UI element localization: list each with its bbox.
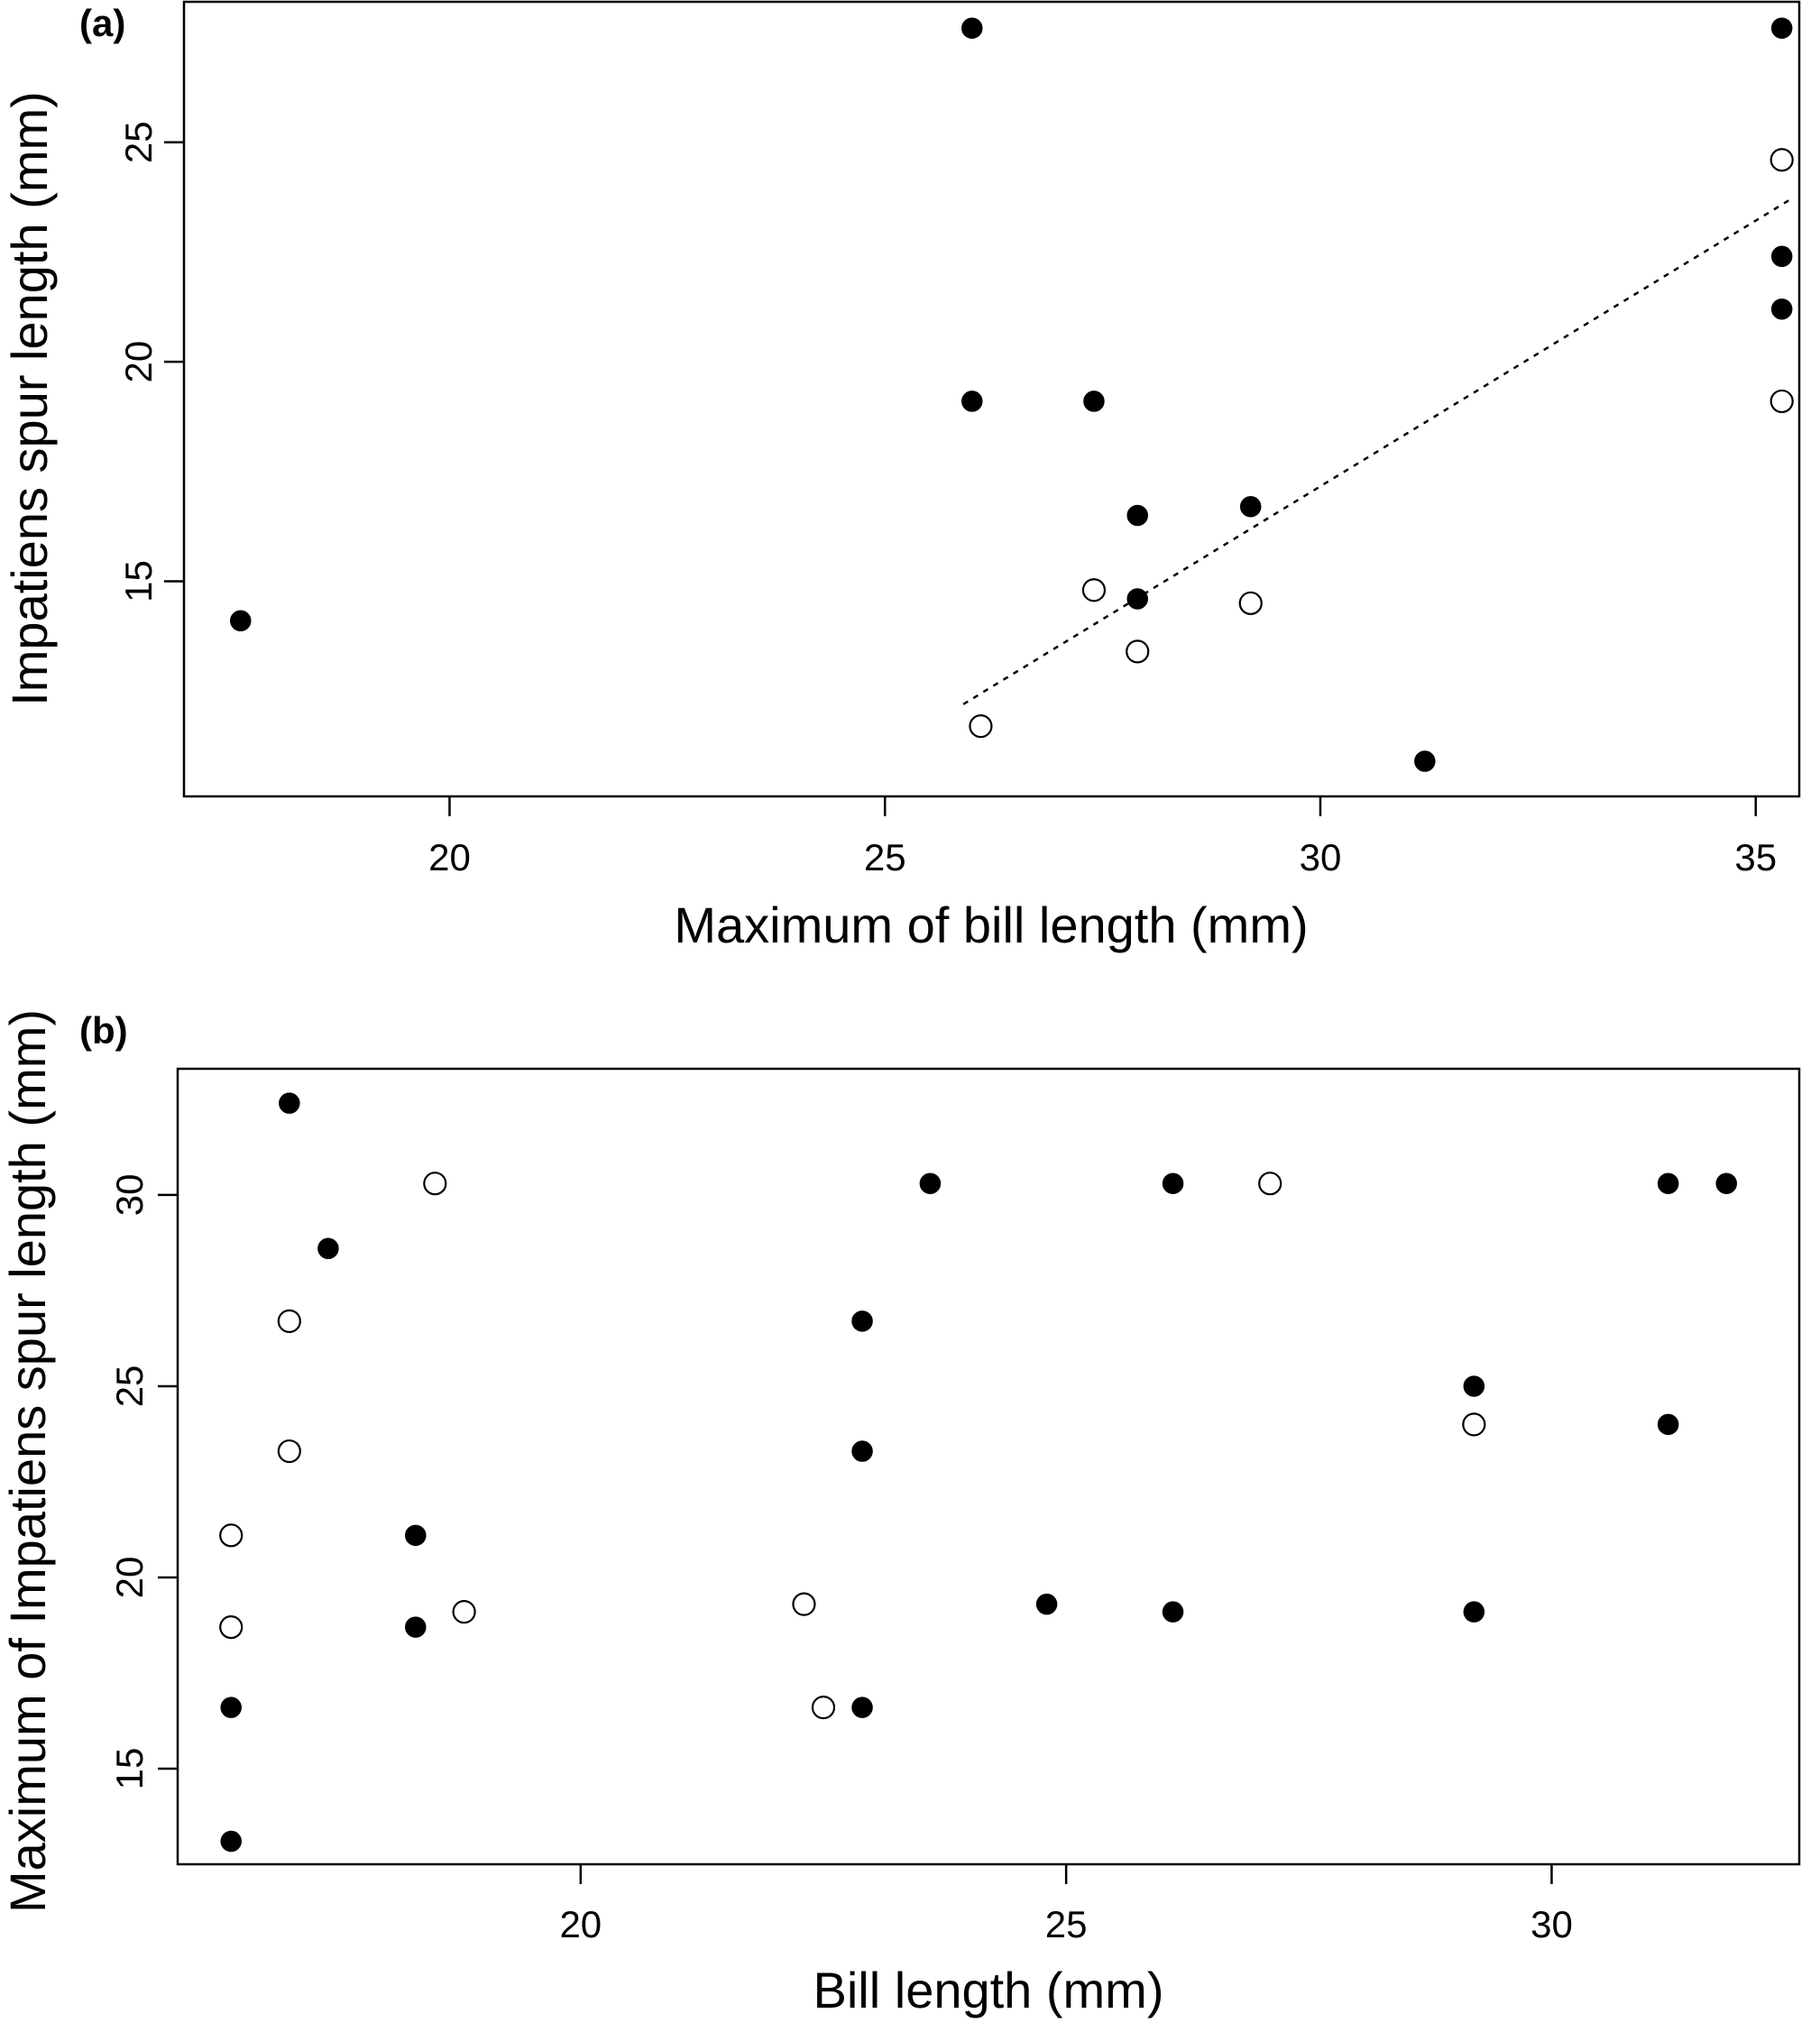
y-tick-label: 20 xyxy=(108,1557,151,1599)
panel-b-plot-area xyxy=(176,1067,1801,1866)
panel-b-y-axis-title: Maximum of Impatiens spur length (mm) xyxy=(0,1009,56,1913)
panel-a-x-axis: 20 25 30 35 xyxy=(428,796,1777,878)
filled-point xyxy=(1083,391,1105,412)
filled-point xyxy=(220,1697,242,1718)
open-point xyxy=(1258,1172,1282,1196)
panel-b-x-axis: 20 25 30 xyxy=(559,1864,1573,1945)
filled-point xyxy=(1770,17,1793,39)
filled-point xyxy=(1657,1413,1679,1436)
y-tick-label: 20 xyxy=(117,341,160,383)
open-point xyxy=(792,1592,816,1616)
open-point xyxy=(277,1309,301,1333)
y-tick-label: 15 xyxy=(108,1748,151,1790)
filled-point xyxy=(1035,1593,1058,1615)
y-tick-label: 25 xyxy=(108,1366,151,1408)
panel-a: (a) 20 25 30 35 15 20 25 Maximum of bill leng… xyxy=(1,0,1801,953)
filled-point xyxy=(1162,1601,1184,1623)
filled-point xyxy=(1414,750,1436,772)
y-tick-label: 25 xyxy=(117,121,160,163)
filled-point xyxy=(1126,588,1148,610)
y-tick-label: 30 xyxy=(108,1174,151,1217)
filled-point xyxy=(1126,504,1148,527)
panel-b-x-axis-title: Bill length (mm) xyxy=(813,1962,1164,2018)
panel-a-points xyxy=(230,17,1794,772)
y-tick-label: 15 xyxy=(117,560,160,602)
panel-a-y-axis-title: Impatiens spur length (mm) xyxy=(1,91,58,706)
open-point xyxy=(277,1439,301,1464)
panel-b-label: (b) xyxy=(79,1009,128,1052)
open-point xyxy=(1081,578,1107,602)
panel-b-points xyxy=(219,1092,1738,1853)
open-point xyxy=(1769,389,1794,414)
x-tick-label: 25 xyxy=(1045,1903,1088,1945)
open-point xyxy=(219,1614,244,1640)
open-point xyxy=(423,1172,447,1196)
panel-a-trend-line xyxy=(962,198,1791,705)
open-point xyxy=(1126,639,1150,664)
panel-b-y-axis: 15 20 25 30 xyxy=(108,1174,178,1790)
filled-point xyxy=(851,1440,873,1462)
filled-point xyxy=(851,1697,873,1718)
filled-point xyxy=(961,391,983,412)
x-tick-label: 30 xyxy=(1300,836,1342,878)
filled-point xyxy=(317,1237,339,1260)
open-point xyxy=(969,714,993,739)
open-point xyxy=(1462,1412,1486,1437)
panel-a-plot-area xyxy=(182,0,1801,798)
x-tick-label: 35 xyxy=(1734,836,1777,878)
open-point xyxy=(1769,148,1794,172)
filled-point xyxy=(1162,1172,1184,1194)
filled-point xyxy=(230,610,252,632)
filled-point xyxy=(1463,1375,1485,1397)
filled-point xyxy=(961,17,983,39)
filled-point xyxy=(1239,496,1262,518)
x-tick-label: 25 xyxy=(864,836,906,878)
filled-point xyxy=(1657,1172,1679,1194)
filled-point xyxy=(1463,1601,1485,1623)
panel-a-label: (a) xyxy=(79,2,125,44)
filled-point xyxy=(1770,298,1793,320)
x-tick-label: 30 xyxy=(1530,1903,1573,1945)
filled-point xyxy=(279,1092,300,1114)
filled-point xyxy=(405,1524,427,1547)
open-point xyxy=(452,1600,476,1624)
filled-point xyxy=(919,1172,942,1194)
filled-point xyxy=(405,1616,427,1638)
panel-b: (b) 20 25 30 15 20 25 30 Bill length (mm) Max… xyxy=(0,1009,1801,2018)
filled-point xyxy=(220,1830,242,1853)
panel-a-y-axis: 15 20 25 xyxy=(117,121,184,602)
filled-point xyxy=(1770,245,1793,268)
open-point xyxy=(811,1696,836,1720)
x-tick-label: 20 xyxy=(428,836,471,878)
open-point xyxy=(1238,591,1263,615)
filled-point xyxy=(851,1310,873,1332)
open-point xyxy=(219,1523,244,1548)
x-tick-label: 20 xyxy=(559,1903,602,1945)
panel-a-x-axis-title: Maximum of bill length (mm) xyxy=(674,897,1308,953)
filled-point xyxy=(1715,1172,1738,1194)
